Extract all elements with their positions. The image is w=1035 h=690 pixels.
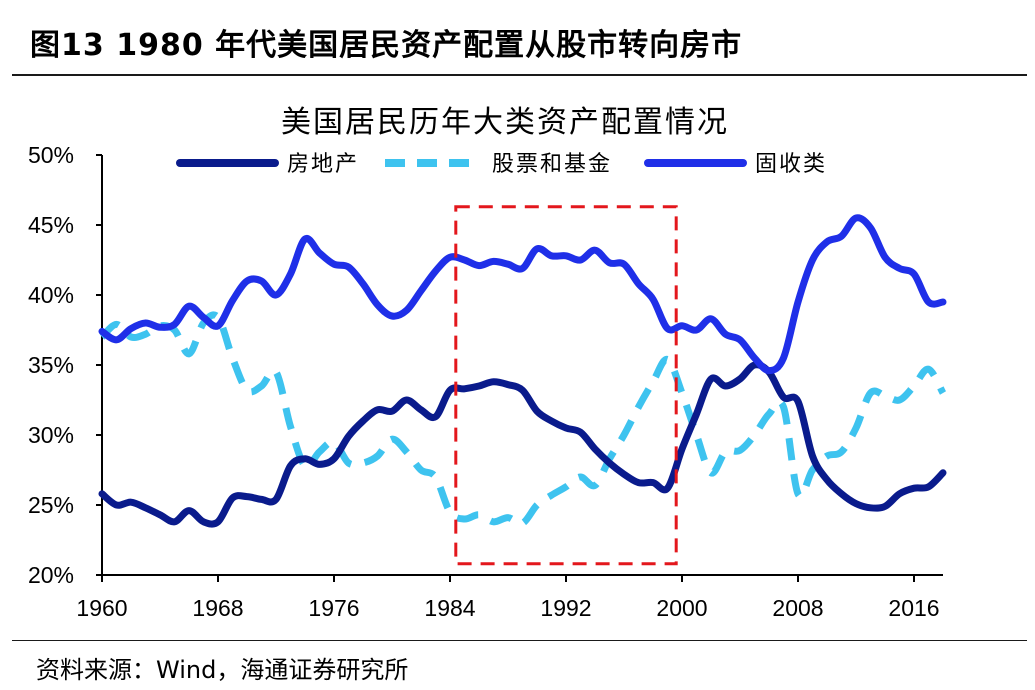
series-line-real-estate (98, 361, 947, 528)
x-tick-label: 1976 (308, 595, 359, 621)
x-tick-label: 2008 (772, 595, 823, 621)
figure-title: 图13 1980 年代美国居民资产配置从股市转向房市 (30, 28, 743, 63)
x-tick-label: 1960 (76, 595, 127, 621)
title-divider (12, 74, 1027, 76)
x-tick-label: 1968 (192, 595, 243, 621)
x-tick-label: 1992 (540, 595, 591, 621)
chart-title: 美国居民历年大类资产配置情况 (281, 106, 729, 139)
legend-real-estate-label: 房地产 (287, 151, 359, 176)
x-tick-label: 2016 (888, 595, 939, 621)
series-line-stocks-funds (99, 311, 947, 528)
legend-stocks-funds-label: 股票和基金 (492, 151, 612, 176)
y-tick-label: 50% (28, 142, 74, 168)
y-tick-label: 20% (28, 562, 74, 588)
source-divider (12, 640, 1027, 641)
x-tick-label: 1984 (424, 595, 475, 621)
y-tick-label: 25% (28, 492, 74, 518)
source-note: 资料来源：Wind，海通证券研究所 (36, 656, 409, 684)
series-line-fixed-income (98, 214, 947, 375)
plot-area: 20% 25% 30% 35% 40% 45% 50% 1960 1968 1976 1984 199… (28, 142, 947, 621)
y-tick-label: 45% (28, 212, 74, 238)
line-chart: 美国居民历年大类资产配置情况 20% 25% 30% 35% 40% 45% 50% 1960… (28, 106, 947, 621)
y-tick-label: 40% (28, 282, 74, 308)
y-tick-label: 35% (28, 352, 74, 378)
legend-fixed-income-label: 固收类 (755, 151, 827, 176)
y-tick-label: 30% (28, 422, 74, 448)
x-tick-label: 2000 (656, 595, 707, 621)
highlight-box-1984-1999 (454, 205, 678, 566)
